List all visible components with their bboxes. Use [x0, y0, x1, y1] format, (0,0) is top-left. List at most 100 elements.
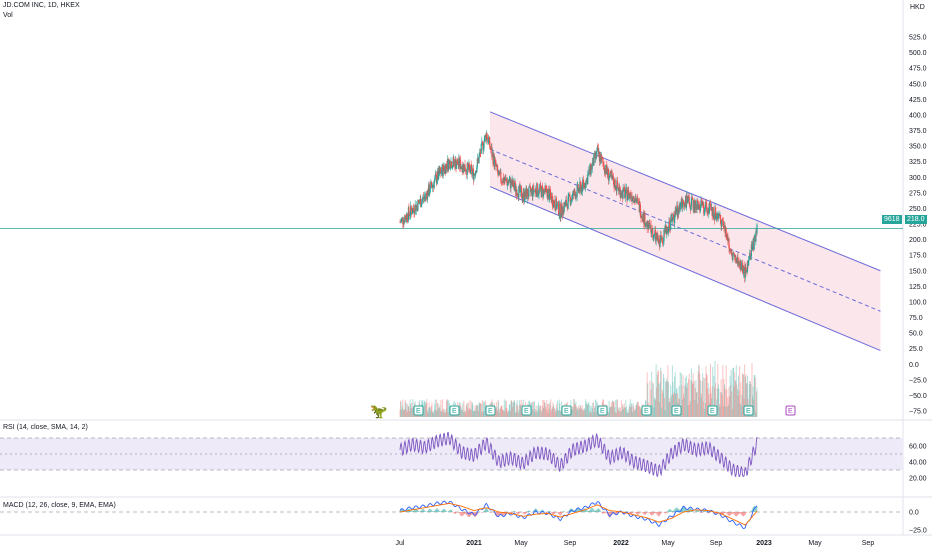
volume-bar	[716, 388, 718, 417]
candle-body	[593, 154, 595, 166]
candle-body	[498, 174, 500, 176]
macd-histogram-bar	[729, 512, 731, 516]
volume-bar	[618, 410, 620, 417]
macd-histogram-bar	[593, 510, 595, 512]
candle-body	[704, 208, 706, 213]
macd-histogram-bar	[731, 512, 733, 514]
volume-bar	[406, 411, 408, 417]
macd-histogram-bar	[415, 508, 417, 512]
candle-body	[442, 165, 444, 177]
volume-bar	[739, 366, 741, 417]
macd-histogram-bar	[646, 512, 648, 514]
candle-body	[635, 198, 637, 203]
candle-body	[547, 189, 549, 199]
candle-body	[745, 267, 747, 272]
macd-histogram-bar	[509, 512, 511, 514]
macd-histogram-bar	[739, 512, 741, 514]
volume-bar	[505, 408, 507, 417]
macd-histogram-bar	[698, 511, 700, 512]
price-axis-tick: 525.0	[909, 35, 927, 42]
macd-histogram-bar	[724, 512, 726, 513]
macd-histogram-bar	[592, 508, 594, 512]
time-axis-tick: Sep	[710, 540, 723, 547]
macd-histogram-bar	[534, 509, 536, 512]
volume-bar	[627, 409, 629, 417]
candle-body	[716, 215, 718, 220]
macd-histogram-bar	[498, 512, 500, 516]
volume-bar	[550, 411, 552, 417]
macd-histogram-bar	[752, 508, 754, 512]
volume-bar	[500, 406, 502, 417]
volume-bar	[729, 375, 731, 417]
candle-body	[638, 201, 640, 203]
volume-bar	[478, 401, 480, 417]
macd-histogram-bar	[545, 512, 547, 513]
volume-bar	[653, 397, 655, 417]
price-axis-tick: 200.0	[909, 237, 927, 244]
price-axis-tick: 25.0	[909, 346, 923, 353]
candle-body	[731, 251, 733, 255]
candle-body	[623, 187, 625, 190]
macd-histogram-bar	[438, 510, 440, 512]
macd-histogram-bar	[401, 509, 403, 512]
volume-bar	[610, 406, 612, 417]
volume-bar	[495, 402, 497, 417]
candle-body	[558, 214, 560, 216]
macd-histogram-bar	[548, 510, 550, 512]
macd-histogram-bar	[741, 512, 743, 516]
volume-bar	[626, 412, 628, 417]
volume-bar	[681, 399, 683, 417]
volume-bar	[623, 409, 625, 417]
volume-bar	[752, 386, 754, 417]
macd-histogram-bar	[529, 511, 531, 512]
volume-bar	[668, 402, 670, 417]
symbol-title[interactable]: JD.COM INC, 1D, HKEX	[3, 2, 80, 9]
tradingview-logo-icon[interactable]: 🦖	[370, 403, 388, 419]
volume-bar	[483, 411, 485, 417]
macd-histogram-bar	[589, 509, 591, 512]
candle-body	[494, 159, 496, 167]
symbol-price-tag: 9618	[882, 215, 902, 224]
volume-bar	[479, 403, 481, 417]
macd-histogram-bar	[661, 512, 663, 513]
volume-bar	[729, 395, 731, 417]
macd-histogram-bar	[575, 509, 577, 512]
rsi-axis-tick: 40.00	[909, 460, 927, 467]
volume-bar	[467, 408, 469, 417]
volume-bar	[519, 404, 521, 417]
rsi-legend[interactable]: RSI (14, close, SMA, 14, 2)	[3, 424, 88, 431]
macd-histogram-bar	[412, 510, 414, 512]
volume-bar	[745, 374, 747, 417]
candle-body	[413, 209, 415, 214]
candle-body	[411, 210, 413, 215]
volume-bar	[502, 410, 504, 417]
volume-bar	[590, 410, 592, 417]
macd-histogram-bar	[458, 512, 460, 513]
candle-body	[481, 141, 483, 143]
volume-bar	[660, 367, 662, 417]
earnings-marker-label: E	[564, 408, 569, 415]
candle-body	[515, 189, 518, 196]
volume-bar	[699, 380, 701, 417]
volume-bar	[447, 400, 449, 417]
candle-body	[560, 216, 562, 219]
macd-histogram-bar	[510, 512, 512, 514]
volume-bar	[543, 400, 545, 417]
candle-body	[706, 209, 708, 212]
candle-body	[737, 257, 739, 264]
volume-bar	[460, 404, 462, 417]
candle-body	[635, 201, 638, 203]
volume-bar	[588, 412, 590, 417]
macd-histogram-bar	[591, 508, 593, 512]
macd-histogram-bar	[426, 511, 428, 512]
candle-body	[482, 142, 484, 151]
candle-body	[608, 177, 610, 181]
macd-legend[interactable]: MACD (12, 26, close, 9, EMA, EMA)	[3, 502, 116, 509]
macd-histogram-bar	[740, 512, 742, 515]
candle-body	[666, 230, 668, 234]
macd-histogram-bar	[577, 508, 579, 512]
macd-histogram-bar	[704, 510, 706, 512]
macd-histogram-bar	[651, 512, 653, 516]
macd-histogram-bar	[692, 511, 694, 512]
